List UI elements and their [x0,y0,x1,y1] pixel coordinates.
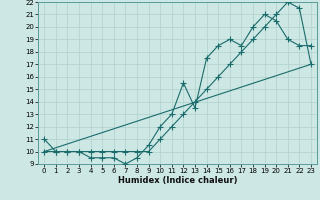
X-axis label: Humidex (Indice chaleur): Humidex (Indice chaleur) [118,176,237,185]
